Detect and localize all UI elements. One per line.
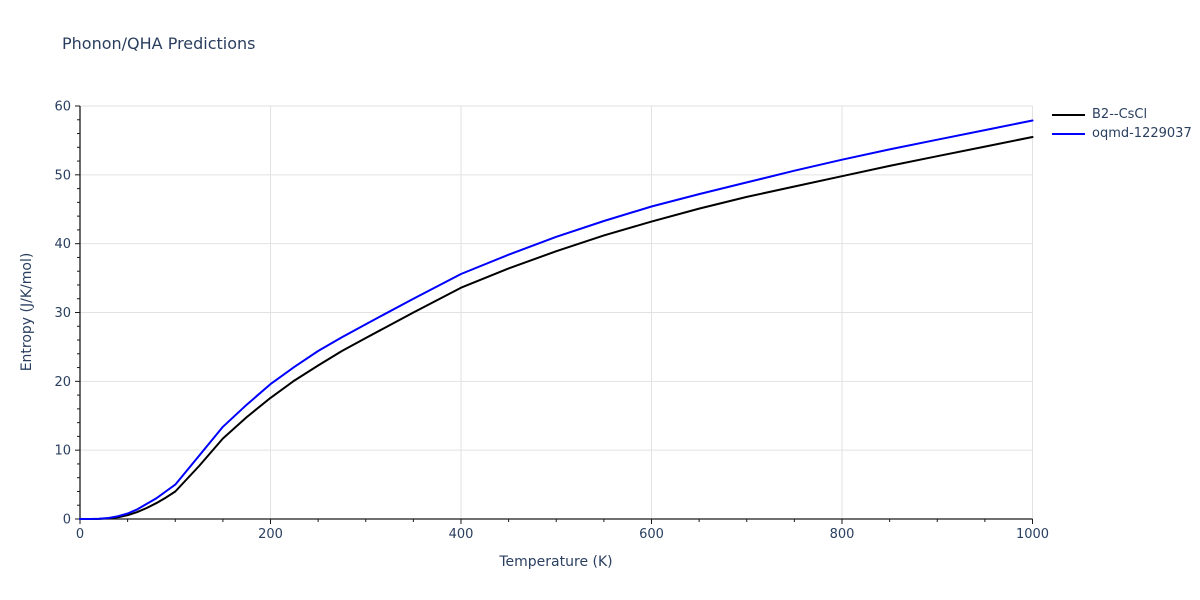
legend-item: oqmd-1229037 [1052, 124, 1192, 143]
x-tick-label: 1000 [1016, 527, 1049, 542]
legend-label: oqmd-1229037 [1092, 126, 1192, 141]
plot-generated-layer: 0 200 400 600 800 1000 0 10 20 30 40 50 60 [54, 100, 1049, 543]
x-tick-label: 0 [76, 527, 84, 542]
legend: B2--CsCl oqmd-1229037 [1052, 105, 1192, 143]
chart-title: Phonon/QHA Predictions [62, 34, 256, 53]
series-line [79, 119, 1034, 520]
y-tick-label: 30 [54, 306, 71, 321]
y-tick-label: 0 [63, 513, 71, 528]
y-tick-label: 50 [54, 168, 71, 183]
legend-label: B2--CsCl [1092, 107, 1148, 122]
x-tick-label: 400 [449, 527, 474, 542]
y-tick-label: 60 [54, 100, 71, 115]
x-tick-label: 600 [639, 527, 664, 542]
x-tick-label: 200 [258, 527, 283, 542]
y-axis-title: Entropy (J/K/mol) [19, 253, 35, 372]
series-line [79, 136, 1034, 520]
y-tick-label: 10 [54, 444, 71, 459]
legend-line-sample [1052, 132, 1085, 135]
x-axis-title: Temperature (K) [498, 554, 612, 570]
legend-item: B2--CsCl [1052, 105, 1192, 124]
legend-line-sample [1052, 113, 1085, 116]
y-tick-label: 20 [54, 375, 71, 390]
x-tick-label: 800 [830, 527, 855, 542]
y-tick-label: 40 [54, 237, 71, 252]
